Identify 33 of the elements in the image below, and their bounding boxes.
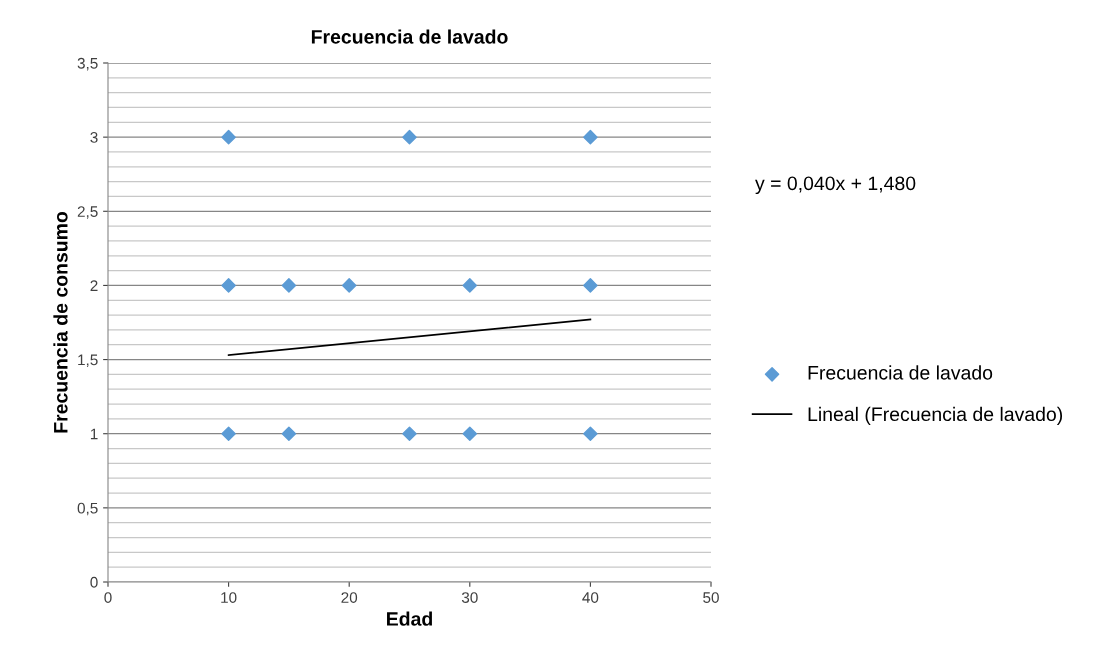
point [221,278,236,293]
chart-title: Frecuencia de lavado [311,29,508,44]
x-tick-label: 30 [461,592,478,603]
point [281,278,297,293]
legend-label: Frecuencia de lavado [808,365,993,380]
x-tick-label: 50 [703,592,719,603]
x-tick-label: 10 [221,592,237,603]
y-tick-label: 2 [90,280,98,291]
y-tick-label: 3,5 [77,57,98,71]
point [402,426,417,441]
point [281,426,297,441]
y-tick-label: 1,5 [78,354,98,368]
y-tick-label: 0,5 [77,502,98,516]
point [462,426,478,441]
legend-label: Lineal (Frecuencia de lavado) [808,406,1063,425]
point [221,426,236,441]
y-tick-label: 1 [90,428,98,440]
text: y = 0,040x + 1,480 [755,176,916,195]
x-axis-title: Edad [387,611,432,626]
point [462,278,478,293]
point [341,278,357,293]
point [402,129,417,145]
point [583,129,598,145]
y-tick-label: 0 [90,576,98,588]
y-tick-label: 3 [90,132,98,143]
y-tick-label: 2,5 [77,206,98,219]
y-axis-title: Frecuencia de consumo [53,211,68,433]
point [583,278,598,293]
point [221,129,236,145]
x-tick-label: 40 [582,592,599,603]
x-tick-label: 20 [341,592,358,603]
point [583,426,598,441]
x-tick-label: 0 [104,592,112,603]
